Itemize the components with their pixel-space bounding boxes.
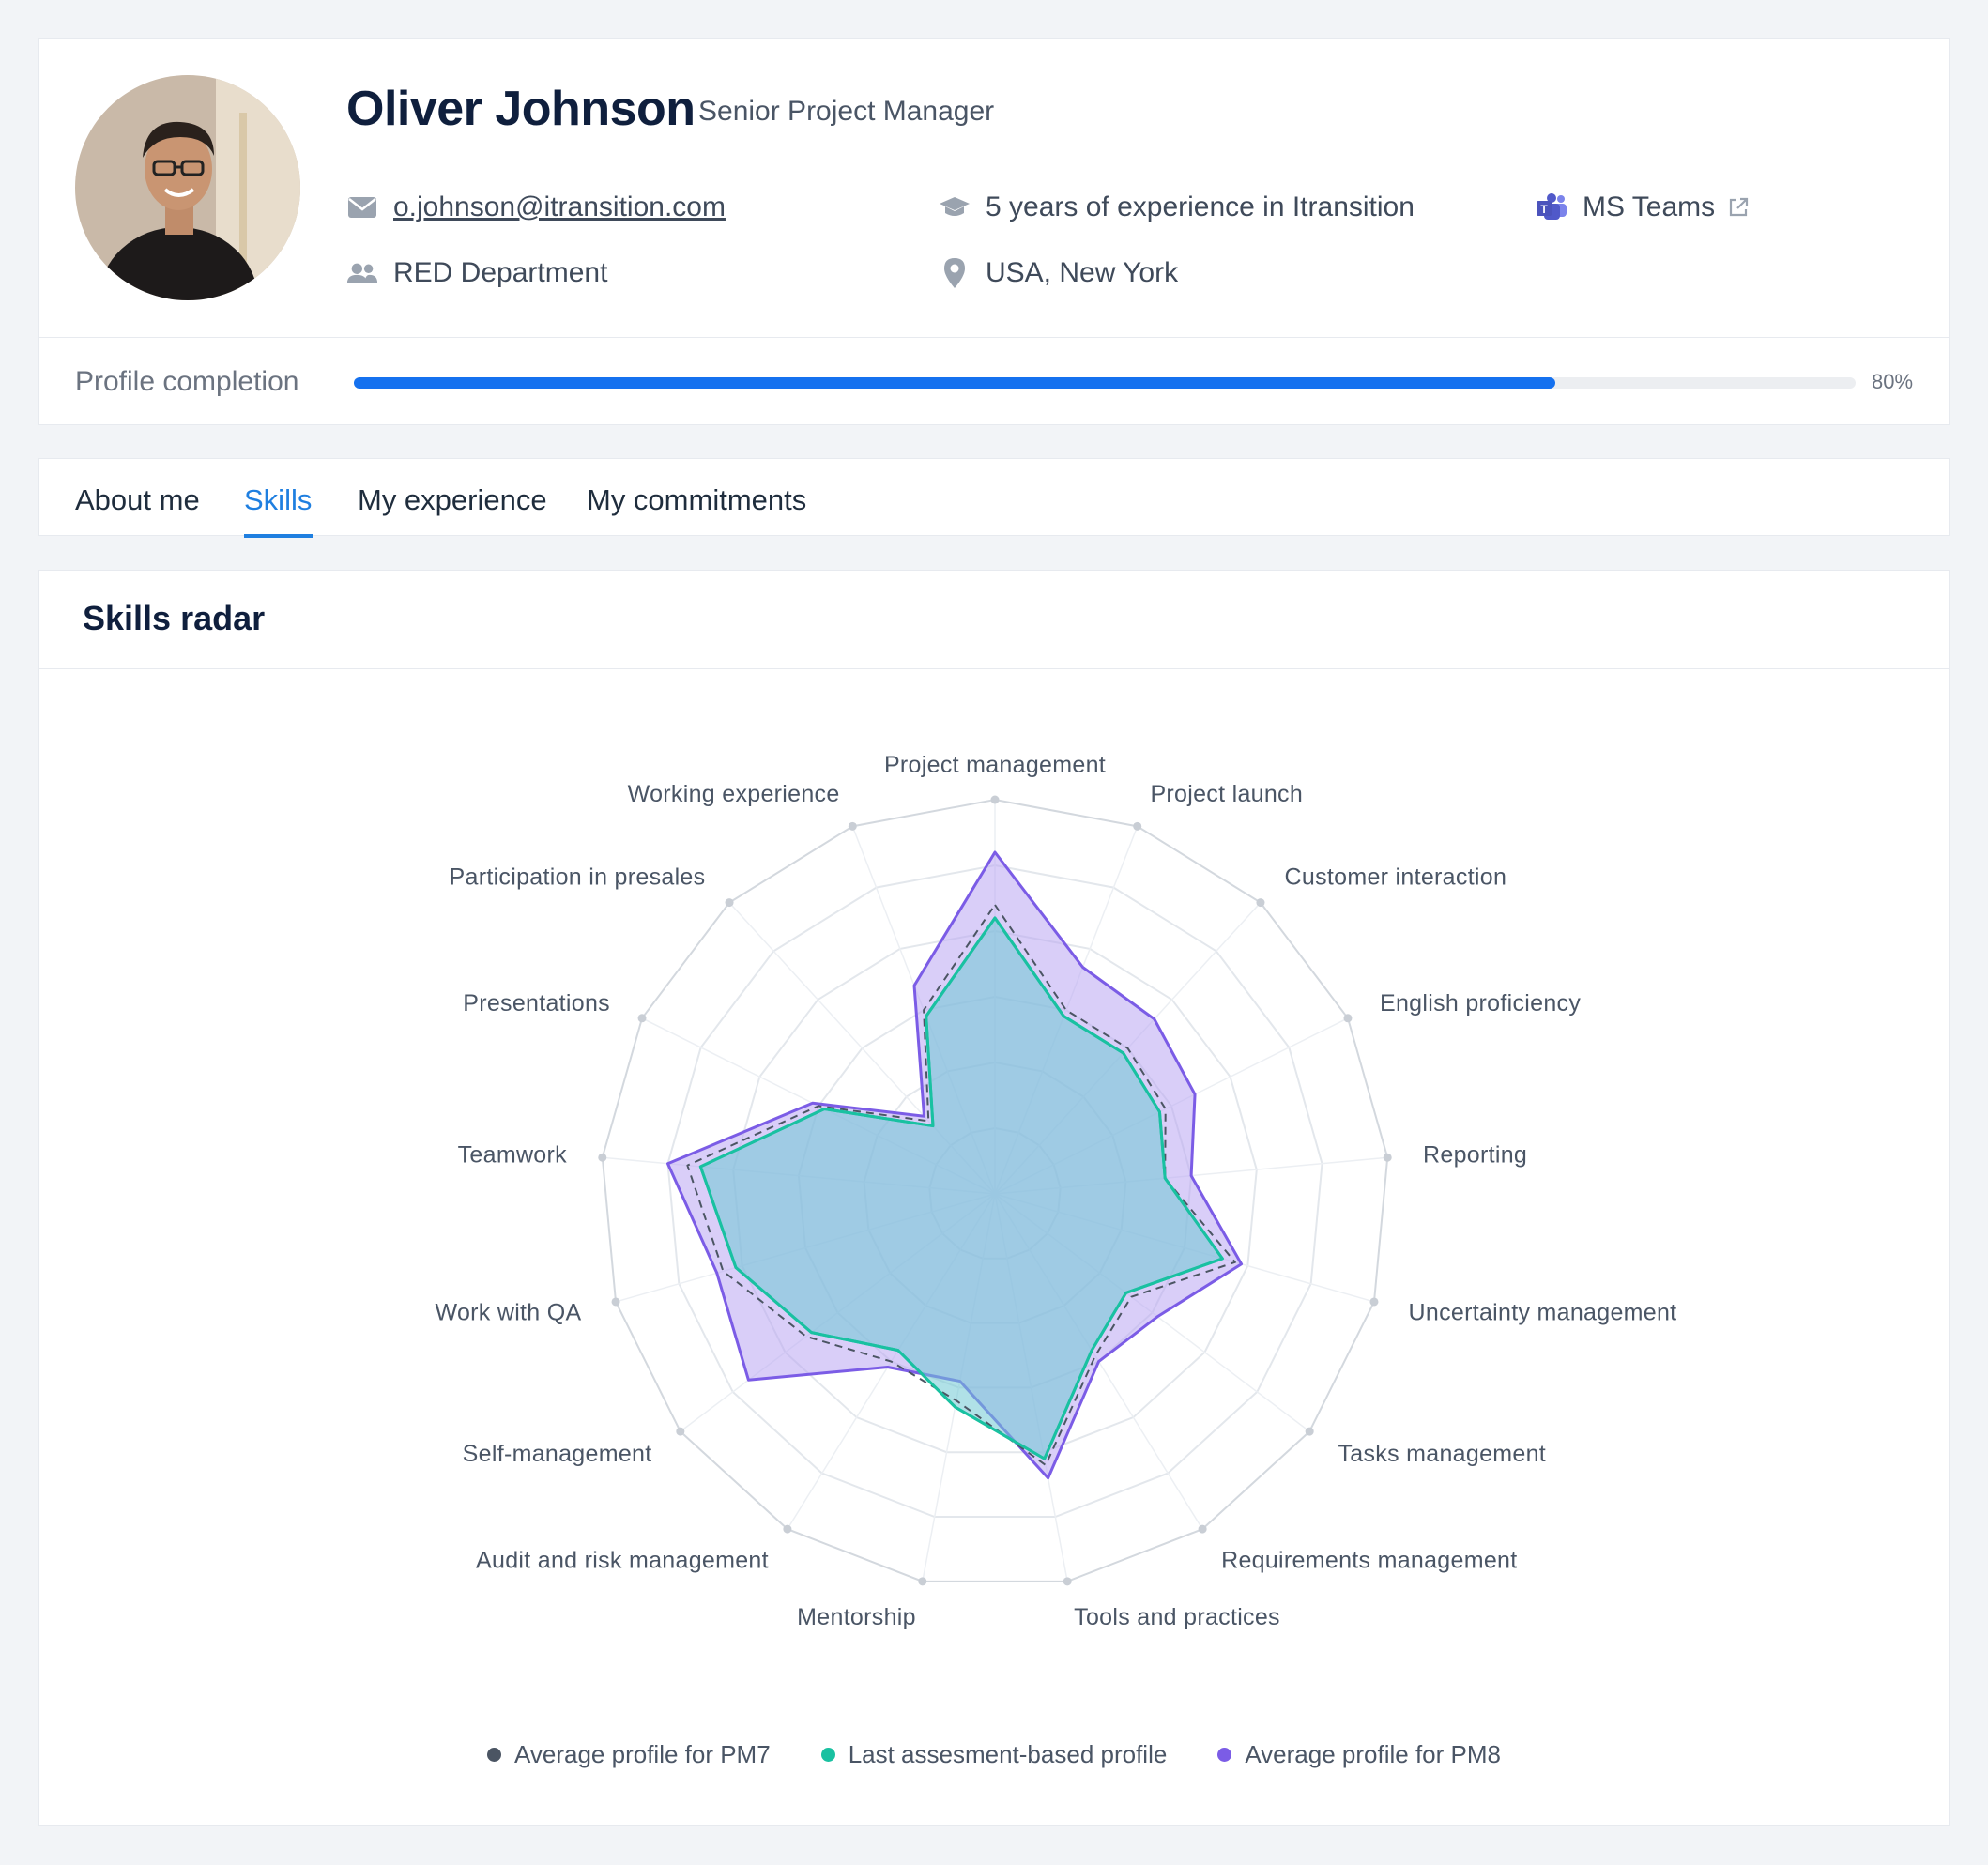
email-link[interactable]: o.johnson@itransition.com bbox=[393, 191, 726, 222]
radar-divider bbox=[39, 668, 1949, 669]
radar-axis-label: Working experience bbox=[628, 781, 840, 807]
location-text: USA, New York bbox=[986, 257, 1179, 288]
legend-dot-icon bbox=[1217, 1748, 1232, 1762]
legend-item[interactable]: Average profile for PM8 bbox=[1217, 1740, 1501, 1769]
tab-my-experience[interactable]: My experience bbox=[358, 483, 547, 516]
ms-teams-link[interactable]: MS Teams bbox=[1583, 191, 1716, 222]
radar-axis-dot bbox=[611, 1297, 620, 1307]
ms-teams-icon: T bbox=[1536, 191, 1567, 223]
radar-axis-label: Teamwork bbox=[458, 1142, 568, 1169]
radar-axis-dot bbox=[990, 795, 1000, 804]
radar-axis-label: Work with QA bbox=[436, 1299, 582, 1325]
radar-axis-dot bbox=[1256, 898, 1265, 908]
radar-axis-dot bbox=[676, 1427, 685, 1436]
radar-legend: Average profile for PM7 Last assesment-ba… bbox=[39, 1740, 1949, 1769]
radar-axis-label: Project launch bbox=[1150, 781, 1303, 807]
radar-axis-dot bbox=[637, 1014, 647, 1023]
envelope-icon bbox=[346, 191, 378, 223]
tab-skills[interactable]: Skills bbox=[244, 483, 313, 516]
radar-axis-dot bbox=[1063, 1577, 1072, 1586]
map-pin-icon bbox=[939, 257, 971, 289]
profile-divider bbox=[39, 337, 1949, 338]
radar-axis-dot bbox=[1305, 1427, 1314, 1436]
profile-completion-bar bbox=[354, 377, 1856, 389]
skills-radar-card: Skills radar Project management Project l… bbox=[38, 570, 1950, 1826]
users-icon bbox=[346, 257, 378, 289]
department-text: RED Department bbox=[393, 257, 608, 288]
graduation-cap-icon bbox=[939, 191, 971, 223]
radar-axis-label: Audit and risk management bbox=[476, 1547, 769, 1573]
teams-row[interactable]: T MS Teams bbox=[1536, 191, 1749, 223]
radar-axis-label: Customer interaction bbox=[1285, 864, 1507, 891]
radar-axis-label: Self-management bbox=[463, 1441, 652, 1467]
tabs-bar: About me Skills My experience My commitm… bbox=[38, 458, 1950, 538]
radar-axis-dot bbox=[1198, 1524, 1207, 1534]
department-row: RED Department bbox=[346, 257, 607, 289]
external-link-icon[interactable] bbox=[1728, 197, 1749, 218]
radar-chart: Project management Project launch Customer… bbox=[436, 752, 1677, 1630]
radar-axis-dot bbox=[598, 1153, 607, 1162]
radar-grid-ring bbox=[601, 798, 1389, 1582]
radar-axis-dot bbox=[918, 1577, 927, 1586]
radar-axis-label: Reporting bbox=[1423, 1142, 1527, 1169]
radar-axis-label: Tasks management bbox=[1338, 1441, 1546, 1467]
legend-item[interactable]: Last assesment-based profile bbox=[820, 1740, 1168, 1769]
location-row: USA, New York bbox=[939, 257, 1178, 289]
radar-grid-ring bbox=[666, 864, 1323, 1519]
experience-text: 5 years of experience in Itransition bbox=[986, 191, 1415, 222]
profile-completion-fill bbox=[354, 377, 1555, 389]
radar-axis-label: English proficiency bbox=[1380, 990, 1581, 1017]
email-row: o.johnson@itransition.com bbox=[346, 191, 726, 223]
radar-axis-dot bbox=[1383, 1153, 1392, 1162]
radar-axis-dot bbox=[1369, 1297, 1379, 1307]
legend-label: Last assesment-based profile bbox=[848, 1740, 1168, 1768]
legend-label: Average profile for PM7 bbox=[514, 1740, 771, 1768]
legend-label: Average profile for PM8 bbox=[1245, 1740, 1501, 1768]
experience-row: 5 years of experience in Itransition bbox=[939, 191, 1415, 223]
profile-completion-label: Profile completion bbox=[75, 366, 299, 397]
radar-axis-label: Requirements management bbox=[1221, 1547, 1517, 1573]
radar-axis-label: Tools and practices bbox=[1074, 1604, 1280, 1630]
legend-dot-icon bbox=[487, 1748, 502, 1762]
svg-text:T: T bbox=[1540, 203, 1548, 216]
radar-axis-dot bbox=[1343, 1014, 1353, 1023]
radar-axis-label: Presentations bbox=[463, 990, 610, 1017]
legend-dot-icon bbox=[820, 1748, 835, 1762]
radar-axis-label: Mentorship bbox=[797, 1604, 916, 1630]
radar-axis-label: Uncertainty management bbox=[1409, 1299, 1677, 1325]
tab-about-me[interactable]: About me bbox=[75, 483, 200, 516]
tab-my-commitments[interactable]: My commitments bbox=[587, 483, 807, 516]
active-tab-indicator bbox=[244, 534, 313, 538]
radar-axis-label: Project management bbox=[884, 752, 1106, 778]
radar-axis-dot bbox=[725, 898, 734, 908]
radar-axis-label: Participation in presales bbox=[450, 864, 706, 891]
avatar bbox=[75, 75, 300, 300]
profile-completion-value: 80% bbox=[1872, 370, 1914, 393]
profile-role: Senior Project Manager bbox=[698, 96, 995, 127]
radar-axis-dot bbox=[783, 1524, 792, 1534]
radar-title: Skills radar bbox=[83, 599, 266, 637]
radar-axis-dot bbox=[1133, 821, 1142, 831]
radar-axis-dot bbox=[848, 821, 857, 831]
profile-name: Oliver Johnson bbox=[346, 82, 696, 136]
profile-card: Oliver Johnson Senior Project Manager o.… bbox=[38, 38, 1950, 425]
radar-grid-ring bbox=[732, 929, 1258, 1454]
legend-item[interactable]: Average profile for PM7 bbox=[487, 1740, 771, 1769]
radar-series bbox=[698, 916, 1224, 1460]
